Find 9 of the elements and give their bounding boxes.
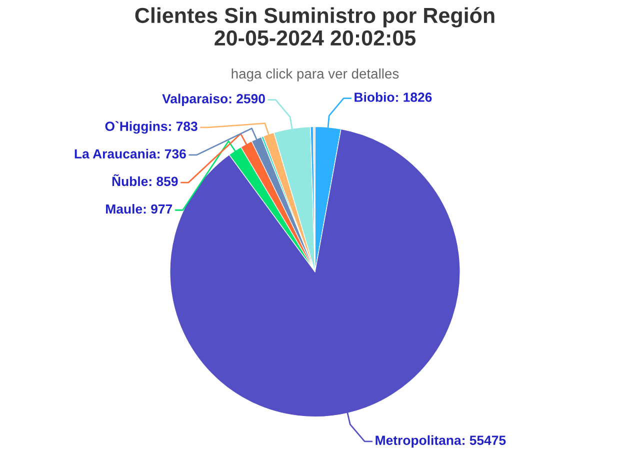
slice-label: Ñuble: 859 xyxy=(112,174,178,186)
slice-label: Metropolitana: 55475 xyxy=(376,435,506,448)
slice-label: La Araucania: 736 xyxy=(74,148,186,159)
slice-label: O`Higgins: 783 xyxy=(105,121,198,134)
slice-label: Biobio: 1826 xyxy=(354,92,432,102)
chart-title: Clientes Sin Suministro por Región 20-05-2024 20:02:05 xyxy=(135,7,494,46)
slice-label: Maule: 977 xyxy=(106,204,172,214)
slice-label: Valparaiso: 2590 xyxy=(162,94,265,106)
chart-subtitle: haga click para ver detalles xyxy=(232,68,399,82)
